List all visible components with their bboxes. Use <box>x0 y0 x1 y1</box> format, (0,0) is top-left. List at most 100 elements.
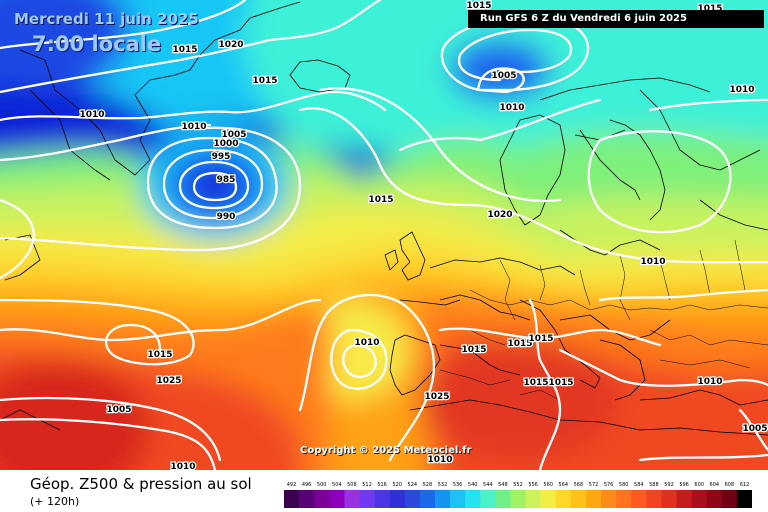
isobar-label: 1015 <box>523 378 548 388</box>
scale-label: 536 <box>453 482 463 488</box>
forecast-date: Mercredi 11 juin 2025 <box>14 10 199 28</box>
isobar-label: 1015 <box>172 45 197 55</box>
scale-label: 548 <box>498 482 508 488</box>
isobar-label: 1015 <box>252 76 277 86</box>
scale-label: 524 <box>408 482 418 488</box>
isobar-label: 1010 <box>354 338 379 348</box>
scale-label: 508 <box>347 482 357 488</box>
scale-swatch <box>555 490 572 508</box>
isobar-label: 1015 <box>466 1 491 11</box>
scale-label: 544 <box>483 482 493 488</box>
scale-swatch <box>435 490 451 508</box>
scale-label: 528 <box>423 482 433 488</box>
scale-swatch <box>480 490 496 508</box>
scale-swatch <box>510 490 526 508</box>
isobar-label: 1015 <box>548 378 573 388</box>
isobar-label: 1010 <box>697 377 722 387</box>
scale-label: 556 <box>528 482 538 488</box>
scale-swatch <box>616 490 632 508</box>
isobar-label: 1015 <box>528 334 553 344</box>
scale-swatch <box>344 490 360 508</box>
scale-label: 584 <box>634 482 644 488</box>
scale-swatch <box>525 490 541 508</box>
isobar-label: 1010 <box>640 257 665 267</box>
scale-label: 596 <box>679 482 689 488</box>
borders <box>439 239 768 401</box>
scale-label: 572 <box>589 482 599 488</box>
scale-swatch <box>495 490 511 508</box>
scale-swatch <box>374 490 390 508</box>
scale-swatch <box>721 490 738 508</box>
scale-label: 612 <box>740 482 750 488</box>
scale-label: 564 <box>559 482 569 488</box>
isobars <box>0 0 768 470</box>
scale-swatch <box>404 490 421 508</box>
isobar-label: 985 <box>217 175 236 185</box>
isobar-label: 1005 <box>742 424 767 434</box>
scale-label: 520 <box>392 482 402 488</box>
isobar-label: 1015 <box>461 345 486 355</box>
scale-swatch <box>706 490 723 508</box>
scale-label: 608 <box>725 482 735 488</box>
scale-swatch <box>736 490 752 508</box>
color-scale: 492 496 500 504 508 512 516 520 524 528 532 536 540 5… <box>284 482 752 508</box>
scale-swatch <box>284 490 300 508</box>
scale-label: 496 <box>302 482 312 488</box>
scale-swatch <box>631 490 647 508</box>
isobar-label: 1005 <box>491 71 516 81</box>
isobar-label: 1005 <box>106 405 131 415</box>
scale-swatch <box>419 490 436 508</box>
isobar-label: 1020 <box>218 40 243 50</box>
scale-swatch <box>646 490 662 508</box>
scale-label: 512 <box>362 482 372 488</box>
scale-label: 500 <box>317 482 327 488</box>
scale-label: 576 <box>604 482 614 488</box>
isobar-label: 1025 <box>424 392 449 402</box>
scale-label: 560 <box>543 482 553 488</box>
scale-swatch <box>570 490 587 508</box>
scale-swatch <box>465 490 481 508</box>
scale-label: 592 <box>664 482 674 488</box>
isobar-label: 1010 <box>79 110 104 120</box>
isobar-label: 1005 <box>221 130 246 140</box>
isobar-label: 1010 <box>170 462 195 470</box>
scale-swatch <box>314 490 330 508</box>
isobar-label: 1010 <box>499 103 524 113</box>
local-time: 7:00 locale <box>32 32 162 56</box>
isobar-label: 1010 <box>181 122 206 132</box>
isobar-label: 1025 <box>156 376 181 386</box>
scale-labels: 492 496 500 504 508 512 516 520 524 528 532 536 540 5… <box>287 482 750 488</box>
isobar-label: 990 <box>217 212 236 222</box>
scale-label: 604 <box>710 482 720 488</box>
scale-label: 568 <box>574 482 584 488</box>
scale-swatch <box>585 490 602 508</box>
isobar-label: 1000 <box>213 139 238 149</box>
scale-label: 492 <box>287 482 297 488</box>
weather-map: 1015 1020 1015 1010 1010 1005 1000 995 9… <box>0 0 768 470</box>
scale-label: 588 <box>649 482 659 488</box>
scale-label: 504 <box>332 482 342 488</box>
isobar-label: 995 <box>212 152 231 162</box>
scale-swatch <box>329 490 345 508</box>
scale-swatch <box>450 490 466 508</box>
forecast-hour: (+ 120h) <box>30 495 80 508</box>
run-info-banner: Run GFS 6 Z du Vendredi 6 juin 2025 <box>468 10 764 28</box>
scale-label: 540 <box>468 482 478 488</box>
scale-swatch <box>691 490 707 508</box>
scale-label: 600 <box>694 482 704 488</box>
scale-swatch <box>676 490 692 508</box>
footer-title: Géop. Z500 & pression au sol <box>30 475 252 493</box>
isobar-label: 1015 <box>507 339 532 349</box>
scale-swatch <box>540 490 556 508</box>
pressure-labels: 1015 1020 1015 1010 1010 1005 1000 995 9… <box>78 0 768 470</box>
scale-swatch <box>601 490 617 508</box>
scale-label: 580 <box>619 482 629 488</box>
isobar-label: 1020 <box>487 210 512 220</box>
isobar-label: 1010 <box>427 455 452 465</box>
isobar-label: 1015 <box>368 195 393 205</box>
scale-swatch <box>359 490 375 508</box>
scale-label: 552 <box>513 482 523 488</box>
isobar-label: 1015 <box>147 350 172 360</box>
scale-swatch <box>661 490 677 508</box>
